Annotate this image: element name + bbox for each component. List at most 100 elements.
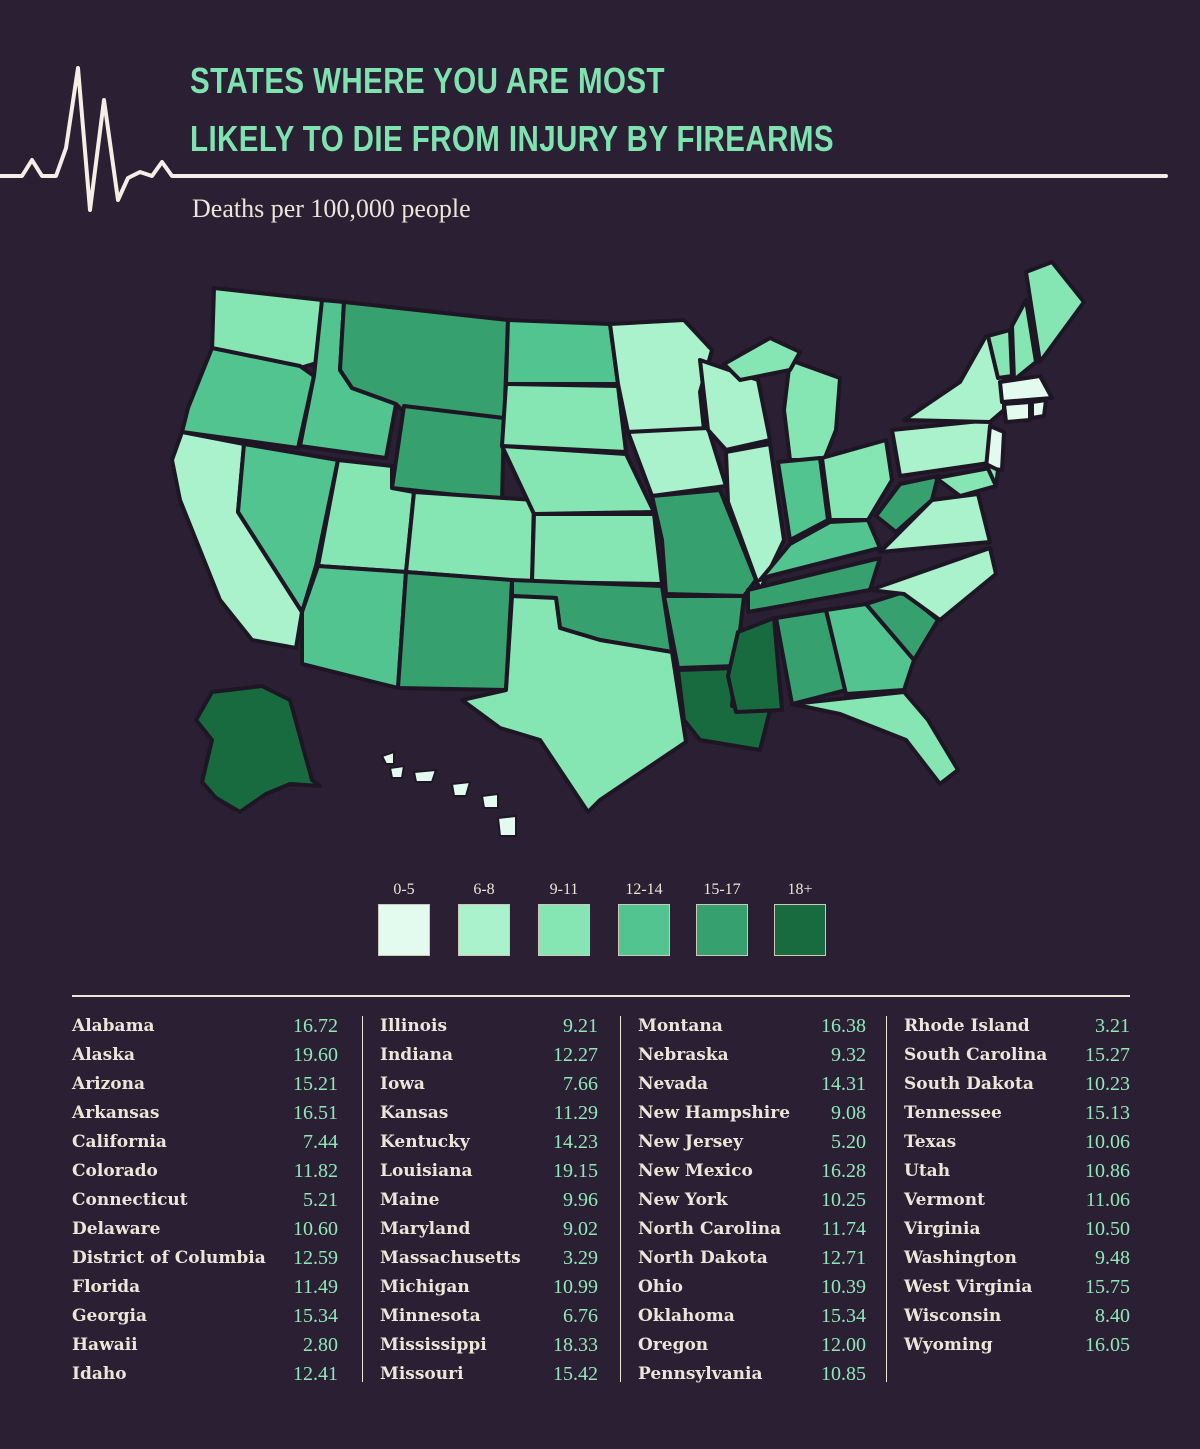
state-value: 15.13 (1085, 1102, 1130, 1124)
legend-item-18-plus: 18+ (774, 876, 826, 956)
table-row: Ohio 10.39 (638, 1273, 866, 1302)
table-row: Arkansas 16.51 (72, 1099, 338, 1128)
state-name: Arkansas (72, 1103, 160, 1123)
state-name: Delaware (72, 1219, 161, 1239)
state-name: District of Columbia (72, 1248, 266, 1268)
table-row: Delaware 10.60 (72, 1215, 338, 1244)
legend-swatch (618, 904, 670, 956)
table-row: California 7.44 (72, 1128, 338, 1157)
state-rhode-island (1030, 398, 1048, 420)
table-row: South Dakota 10.23 (904, 1070, 1130, 1099)
state-name: Mississippi (380, 1335, 487, 1355)
column-divider (620, 1016, 621, 1382)
state-delaware (984, 462, 1000, 488)
legend-label: 18+ (787, 881, 813, 898)
table-row: Montana 16.38 (638, 1012, 866, 1041)
state-hawaii (380, 750, 517, 837)
state-value: 16.38 (821, 1015, 866, 1037)
state-value: 12.00 (821, 1334, 866, 1356)
state-name: Missouri (380, 1364, 464, 1384)
state-name: Kansas (380, 1103, 449, 1123)
state-name: Rhode Island (904, 1016, 1030, 1036)
table-row: Rhode Island 3.21 (904, 1012, 1130, 1041)
state-value: 14.23 (553, 1131, 598, 1153)
state-michigan (782, 358, 842, 462)
table-row: Wisconsin 8.40 (904, 1302, 1130, 1331)
state-value: 8.40 (1095, 1305, 1130, 1327)
table-row: Nevada 14.31 (638, 1070, 866, 1099)
legend-swatch (696, 904, 748, 956)
state-value: 19.60 (293, 1044, 338, 1066)
legend-label: 12-14 (625, 881, 663, 898)
column-divider (362, 1016, 363, 1382)
state-name: Wisconsin (904, 1306, 1002, 1326)
state-value: 10.60 (293, 1218, 338, 1240)
table-row: North Dakota 12.71 (638, 1244, 866, 1273)
table-row: West Virginia 15.75 (904, 1273, 1130, 1302)
hawaii-island-6 (496, 814, 517, 837)
state-maryland (934, 466, 998, 498)
state-south-dakota (500, 382, 628, 454)
state-value: 10.39 (821, 1276, 866, 1298)
state-name: Oklahoma (638, 1306, 735, 1326)
state-value: 10.99 (553, 1276, 598, 1298)
table-row: North Carolina 11.74 (638, 1215, 866, 1244)
state-minnesota (608, 318, 714, 434)
state-texas (460, 594, 688, 814)
table-row: Michigan 10.99 (380, 1273, 598, 1302)
table-row: Maryland 9.02 (380, 1215, 598, 1244)
state-name: North Carolina (638, 1219, 782, 1239)
state-name: South Dakota (904, 1074, 1034, 1094)
state-name: Tennessee (904, 1103, 1002, 1123)
state-new-hampshire (1010, 298, 1038, 382)
table-row: Pennsylvania 10.85 (638, 1360, 866, 1389)
table-row: Indiana 12.27 (380, 1041, 598, 1070)
hawaii-island-2 (388, 764, 406, 779)
state-value: 11.49 (293, 1276, 338, 1298)
state-value: 15.34 (293, 1305, 338, 1327)
hawaii-island-1 (380, 750, 395, 765)
table-row: Utah 10.86 (904, 1157, 1130, 1186)
legend-item-0-5: 0-5 (378, 876, 430, 956)
state-name: Idaho (72, 1364, 127, 1384)
legend-item-9-11: 9-11 (538, 876, 590, 956)
table-row: Texas 10.06 (904, 1128, 1130, 1157)
state-value: 12.27 (553, 1044, 598, 1066)
state-value: 10.25 (821, 1189, 866, 1211)
table-row: Massachusetts 3.29 (380, 1244, 598, 1273)
state-value: 3.21 (1095, 1015, 1130, 1037)
state-value: 15.27 (1085, 1044, 1130, 1066)
state-name: Wyoming (904, 1335, 993, 1355)
table-row: Minnesota 6.76 (380, 1302, 598, 1331)
state-value: 16.05 (1085, 1334, 1130, 1356)
state-name: Alaska (72, 1045, 136, 1065)
state-name: Washington (904, 1248, 1017, 1268)
map-legend: 0-5 6-8 9-11 12-14 15-17 18+ (378, 876, 838, 960)
table-row: South Carolina 15.27 (904, 1041, 1130, 1070)
legend-label: 9-11 (549, 881, 579, 898)
state-name: Ohio (638, 1277, 683, 1297)
state-name: Colorado (72, 1161, 158, 1181)
state-name: Massachusetts (380, 1248, 521, 1268)
state-value: 7.44 (303, 1131, 338, 1153)
state-west-virginia (874, 474, 940, 534)
state-georgia (824, 602, 916, 696)
state-arizona (300, 564, 408, 690)
state-name: Arizona (72, 1074, 145, 1094)
heartbeat-icon (0, 66, 1168, 212)
state-value: 9.48 (1095, 1247, 1130, 1269)
state-pennsylvania (890, 418, 998, 478)
table-row: Florida 11.49 (72, 1273, 338, 1302)
state-wyoming (390, 404, 506, 502)
table-row: Maine 9.96 (380, 1186, 598, 1215)
state-michigan-up (722, 336, 802, 382)
state-value: 16.72 (293, 1015, 338, 1037)
table-row: Mississippi 18.33 (380, 1331, 598, 1360)
state-value: 16.28 (821, 1160, 866, 1182)
table-row: Oklahoma 15.34 (638, 1302, 866, 1331)
state-value: 9.02 (563, 1218, 598, 1240)
state-name: West Virginia (904, 1277, 1033, 1297)
table-row: Vermont 11.06 (904, 1186, 1130, 1215)
state-table-column-4: Rhode Island 3.21 South Carolina 15.27 South… (904, 1012, 1130, 1360)
